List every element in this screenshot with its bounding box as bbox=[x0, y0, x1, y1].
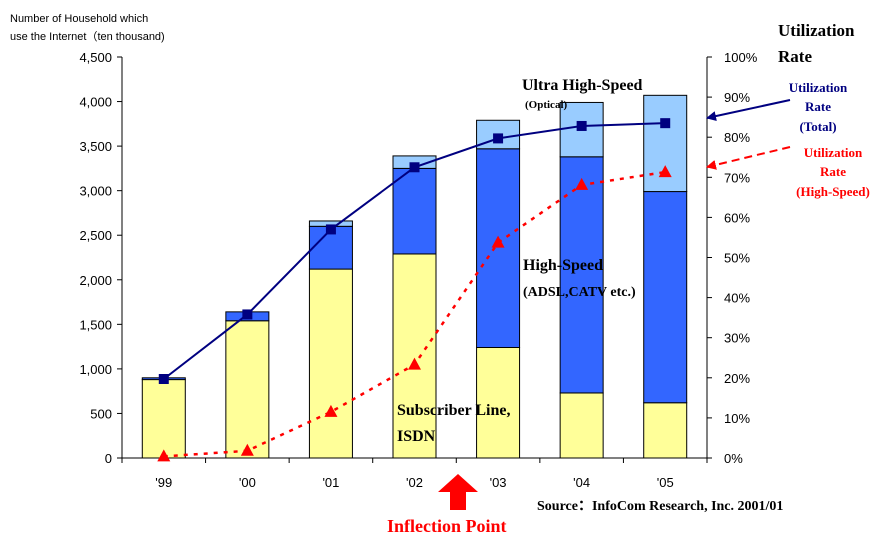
lines bbox=[157, 118, 672, 462]
y-axis-title-line1: Number of Household which bbox=[10, 13, 148, 25]
y-tick-label: 2,000 bbox=[79, 273, 112, 288]
y2-tick-label: 40% bbox=[724, 291, 750, 306]
inflection-point-label: Inflection Point bbox=[387, 516, 507, 536]
axes: 0 500 1,000 1,500 2,000 2,500 3,000 3,500 4,000 4… bbox=[79, 50, 757, 490]
bar-segment-s1-5 bbox=[559, 156, 604, 394]
x-tick-label: '99 bbox=[155, 475, 172, 490]
y2-tick-label: 0% bbox=[724, 451, 743, 466]
inflection-arrow-icon bbox=[438, 474, 478, 510]
y-tick-label: 3,000 bbox=[79, 184, 112, 199]
total-rate-arrow bbox=[706, 99, 791, 121]
y2-tick-label: 100% bbox=[724, 50, 758, 65]
point-highspeed-4 bbox=[491, 235, 505, 248]
total-rate-label-2: Rate bbox=[805, 99, 831, 114]
x-tick-label: '00 bbox=[239, 475, 256, 490]
y2-tick-label: 60% bbox=[724, 210, 750, 225]
y2-axis-title-line2: Rate bbox=[778, 47, 812, 66]
x-tick-label: '01 bbox=[322, 475, 339, 490]
x-tick-label: '02 bbox=[406, 475, 423, 490]
point-total-0 bbox=[158, 374, 169, 385]
y-tick-label: 4,500 bbox=[79, 50, 112, 65]
y-tick-label: 500 bbox=[90, 406, 112, 421]
point-total-2 bbox=[325, 224, 336, 235]
bar-segment-s0-6 bbox=[643, 402, 688, 459]
bar-segment-s0-3 bbox=[392, 253, 437, 459]
y2-tick-label: 20% bbox=[724, 371, 750, 386]
y-tick-label: 4,000 bbox=[79, 95, 112, 110]
y-tick-label: 1,000 bbox=[79, 362, 112, 377]
highspeed-rate-label-3: (High-Speed) bbox=[796, 184, 870, 199]
point-total-4 bbox=[493, 133, 504, 144]
ultra-high-speed-sublabel: (Optical) bbox=[525, 99, 567, 111]
isdn-label: ISDN bbox=[397, 428, 436, 445]
y-tick-label: 2,500 bbox=[79, 228, 112, 243]
bar-segment-s1-4 bbox=[476, 148, 521, 349]
y2-tick-label: 10% bbox=[724, 411, 750, 426]
point-total-3 bbox=[409, 162, 420, 173]
highspeed-rate-label-2: Rate bbox=[820, 164, 846, 179]
point-total-5 bbox=[576, 120, 587, 131]
y-tick-label: 3,500 bbox=[79, 139, 112, 154]
y2-tick-label: 70% bbox=[724, 170, 750, 185]
total-rate-label-1: Utilization bbox=[789, 80, 848, 95]
point-highspeed-2 bbox=[324, 404, 338, 417]
y2-tick-label: 80% bbox=[724, 130, 750, 145]
bar-segment-s0-0 bbox=[141, 379, 186, 459]
bar-segment-s0-4 bbox=[476, 347, 521, 459]
high-speed-label: High-Speed bbox=[523, 257, 603, 274]
y2-tick-label: 50% bbox=[724, 251, 750, 266]
point-highspeed-3 bbox=[408, 357, 421, 370]
point-total-6 bbox=[660, 118, 671, 129]
point-highspeed-0 bbox=[157, 449, 171, 462]
highspeed-rate-arrow bbox=[706, 146, 791, 170]
high-speed-sublabel: (ADSL,CATV etc.) bbox=[523, 285, 636, 300]
y-axis-title-line2: use the Internet（ten thousand) bbox=[10, 30, 165, 43]
ultra-high-speed-label: Ultra High-Speed bbox=[522, 77, 643, 94]
y2-tick-label: 90% bbox=[724, 90, 750, 105]
x-tick-label: '05 bbox=[657, 475, 674, 490]
bar-segment-s2-6 bbox=[643, 94, 688, 193]
source-note: Source：InfoCom Research, Inc. 2001/01 bbox=[537, 499, 783, 514]
bar-segment-s1-3 bbox=[392, 167, 437, 255]
bar-segment-s1-6 bbox=[643, 191, 688, 404]
y-tick-label: 1,500 bbox=[79, 317, 112, 332]
bar-segment-s0-1 bbox=[225, 320, 270, 459]
point-highspeed-6 bbox=[658, 165, 672, 178]
y2-axis-title-line1: Utilization bbox=[778, 21, 855, 40]
y-tick-label: 0 bbox=[105, 451, 112, 466]
x-tick-label: '04 bbox=[573, 475, 590, 490]
total-rate-label-3: (Total) bbox=[799, 119, 836, 134]
point-total-1 bbox=[242, 309, 253, 320]
subscriber-line-label: Subscriber Line, bbox=[397, 402, 511, 419]
y2-tick-label: 30% bbox=[724, 331, 750, 346]
point-highspeed-5 bbox=[575, 177, 589, 190]
bar-segment-s0-2 bbox=[308, 268, 353, 459]
bar-segment-s0-5 bbox=[559, 392, 604, 459]
highspeed-rate-label-1: Utilization bbox=[804, 145, 863, 160]
point-highspeed-1 bbox=[240, 443, 254, 456]
x-tick-label: '03 bbox=[490, 475, 507, 490]
